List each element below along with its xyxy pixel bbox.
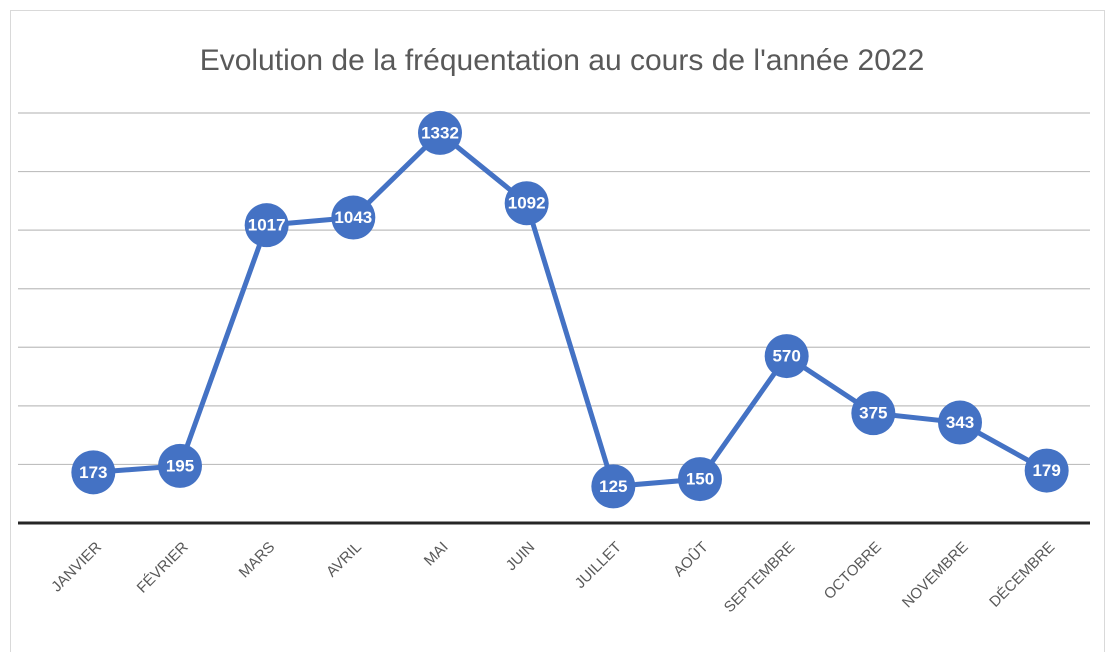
data-label: 1043: [334, 208, 372, 227]
marker: [938, 400, 982, 445]
marker: [504, 181, 549, 226]
marker: [71, 450, 116, 495]
data-label: 195: [166, 456, 194, 475]
marker: [158, 443, 202, 488]
marker: [1024, 448, 1069, 493]
data-label: 1017: [248, 216, 286, 235]
data-label: 125: [599, 477, 627, 496]
marker: [244, 203, 289, 248]
data-label: 173: [79, 463, 107, 482]
marker: [764, 334, 809, 379]
marker: [331, 195, 376, 240]
marker: [418, 110, 462, 155]
marker: [851, 391, 896, 436]
data-label: 150: [686, 470, 714, 489]
marker: [591, 464, 636, 509]
chart-title: Evolution de la fréquentation au cours d…: [200, 44, 925, 77]
data-label: 1332: [421, 123, 459, 142]
data-label: 375: [859, 404, 887, 423]
data-label: 1092: [508, 194, 546, 213]
data-label: 179: [1032, 461, 1060, 480]
data-label: 343: [946, 413, 974, 432]
chart-border: [10, 10, 1105, 652]
marker: [678, 457, 722, 502]
data-label: 570: [772, 347, 800, 366]
